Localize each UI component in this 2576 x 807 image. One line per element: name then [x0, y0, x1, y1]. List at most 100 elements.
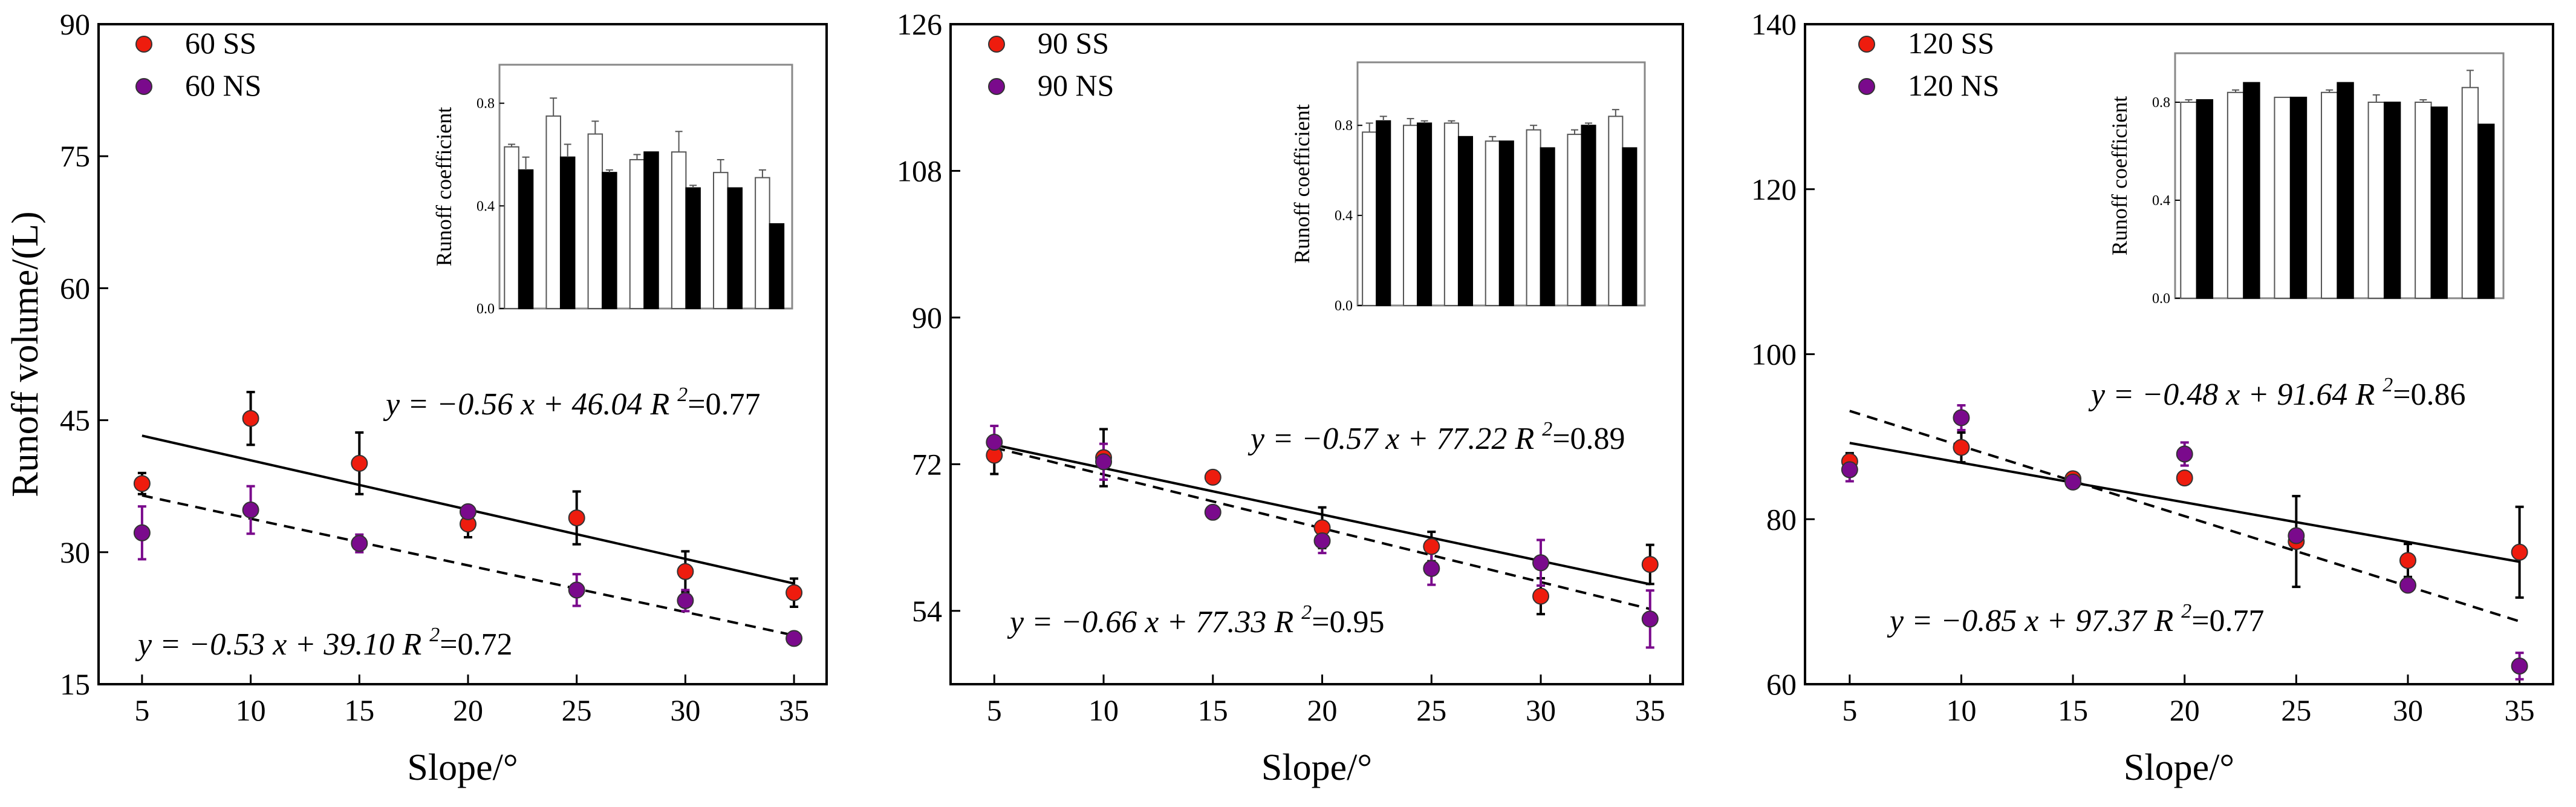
inset-bar-light [713, 172, 729, 309]
x-tick-label: 30 [1526, 693, 1556, 727]
data-point-90-ns [1423, 560, 1440, 577]
legend-marker [1858, 78, 1875, 95]
inset-bar-chart: 0.0 0.4 0.8 Runoff coefficient [2107, 52, 2505, 307]
data-point-60-ns [568, 581, 585, 599]
inset-y-tick-label: 0.4 [2152, 193, 2170, 209]
inset-bar-light [504, 146, 519, 309]
data-point-90-ss [1204, 468, 1221, 486]
inset-bar-light [1608, 116, 1624, 306]
inset-bar-light [545, 115, 561, 309]
inset-bar-light [2274, 96, 2291, 299]
data-point-60-ns [785, 630, 803, 647]
inset-bar-light [1403, 125, 1419, 306]
x-tick-label: 15 [344, 693, 374, 727]
y-tick-label: 140 [1751, 7, 1797, 41]
y-tick-label: 60 [60, 271, 90, 305]
regression-equation: y = −0.48 x + 91.64 R 2=0.86 [2088, 374, 2466, 412]
y-tick-label: 126 [897, 7, 942, 41]
x-tick-label: 15 [1198, 693, 1228, 727]
regression-equation: y = −0.57 x + 77.22 R 2=0.89 [1247, 418, 1625, 456]
inset-bar-dark [1457, 136, 1473, 306]
inset-bar-dark [727, 187, 743, 310]
legend-label: 60 SS [185, 26, 256, 60]
data-point-120-ns [1841, 461, 1858, 479]
x-tick-label: 10 [1946, 693, 1976, 727]
x-axis-title: Slope/° [407, 747, 518, 788]
chart-panel-3: 60 80 100 120 140 5 10 15 20 25 30 35 Slope/° 120 SS 1… [1751, 7, 2554, 788]
data-point-120-ns [2064, 473, 2082, 491]
x-tick-label: 30 [2393, 693, 2423, 727]
x-axis-title: Slope/° [1261, 747, 1372, 788]
inset-y-axis-title: Runoff coefficient [1290, 104, 1314, 264]
legend-label: 90 NS [1038, 68, 1114, 102]
y-tick-label: 90 [912, 301, 942, 335]
legend-marker [988, 36, 1005, 53]
inset-bar-dark [1376, 120, 1391, 306]
legend-marker [988, 78, 1005, 95]
data-point-60-ns [677, 592, 694, 609]
inset-bar-light [629, 158, 645, 309]
inset-y-tick-label: 0.0 [476, 301, 495, 317]
inset-y-tick-label: 0.4 [476, 198, 495, 214]
data-point-120-ss [2399, 552, 2416, 569]
legend-marker [135, 36, 152, 53]
x-tick-label: 35 [2505, 693, 2535, 727]
x-tick-label: 5 [134, 693, 149, 727]
inset-bar-light [1485, 140, 1500, 306]
y-axis-title: Runoff volume/(L) [5, 211, 46, 497]
legend-label: 120 NS [1908, 68, 1999, 102]
data-point-120-ns [2176, 445, 2193, 463]
legend-label: 90 SS [1038, 26, 1109, 60]
data-point-90-ns [1204, 503, 1221, 521]
inset-bar-dark [769, 223, 785, 309]
y-tick-label: 80 [1766, 502, 1797, 536]
inset-y-axis-title: Runoff coefficient [2107, 96, 2132, 256]
inset-bar-light [2461, 87, 2479, 299]
inset-bar-light [671, 151, 687, 310]
x-tick-label: 5 [1842, 693, 1857, 727]
inset-bar-dark [518, 169, 534, 310]
x-tick-label: 25 [1416, 693, 1446, 727]
data-point-60-ss [242, 410, 259, 427]
inset-y-tick-label: 0.0 [1335, 298, 1353, 314]
inset-bar-chart: 0.0 0.4 0.8 Runoff coefficient [1290, 61, 1646, 314]
data-point-60-ns [133, 524, 151, 541]
inset-bar-dark [643, 151, 659, 310]
x-tick-label: 35 [1635, 693, 1665, 727]
x-tick-label: 5 [987, 693, 1002, 727]
y-tick-label: 100 [1751, 338, 1797, 371]
data-point-60-ns [242, 501, 259, 518]
inset-bar-dark [1540, 147, 1555, 306]
y-tick-label: 45 [60, 404, 90, 437]
inset-bar-light [2367, 102, 2385, 299]
y-tick-label: 75 [60, 139, 90, 173]
data-point-90-ns [1641, 610, 1659, 628]
chart-panel-2: 54 72 90 108 126 5 10 15 20 25 30 35 Slope/° 90 SS 90 … [897, 7, 1684, 788]
data-point-60-ns [459, 503, 476, 520]
inset-y-tick-label: 0.8 [476, 96, 495, 112]
inset-y-tick-label: 0.8 [2152, 95, 2170, 111]
x-tick-label: 30 [670, 693, 700, 727]
x-tick-label: 25 [562, 693, 592, 727]
inset-bar-dark [1581, 125, 1596, 306]
inset-bar-light [2180, 102, 2197, 299]
inset-bar-dark [2289, 96, 2308, 299]
y-tick-label: 120 [1751, 172, 1797, 206]
inset-bar-dark [2430, 106, 2448, 299]
y-tick-label: 72 [912, 447, 942, 481]
inset-bar-light [2415, 102, 2432, 299]
inset-bar-dark [602, 172, 617, 309]
data-point-90-ss [1423, 538, 1440, 555]
inset-bar-light [755, 177, 770, 309]
inset-bar-dark [559, 156, 576, 309]
x-tick-label: 10 [236, 693, 266, 727]
x-tick-label: 15 [2058, 693, 2088, 727]
legend-label: 60 NS [185, 68, 261, 102]
data-point-60-ss [351, 454, 368, 472]
y-tick-label: 60 [1766, 667, 1797, 701]
chart-panel-1: 15 30 45 60 75 90 5 10 15 20 25 30 35 Slope/° Runoff v… [5, 7, 828, 788]
inset-bar-light [1567, 134, 1582, 306]
data-point-120-ss [2176, 469, 2193, 487]
data-point-90-ns [1313, 532, 1331, 549]
regression-equation: y = −0.66 x + 77.33 R 2=0.95 [1007, 601, 1385, 639]
